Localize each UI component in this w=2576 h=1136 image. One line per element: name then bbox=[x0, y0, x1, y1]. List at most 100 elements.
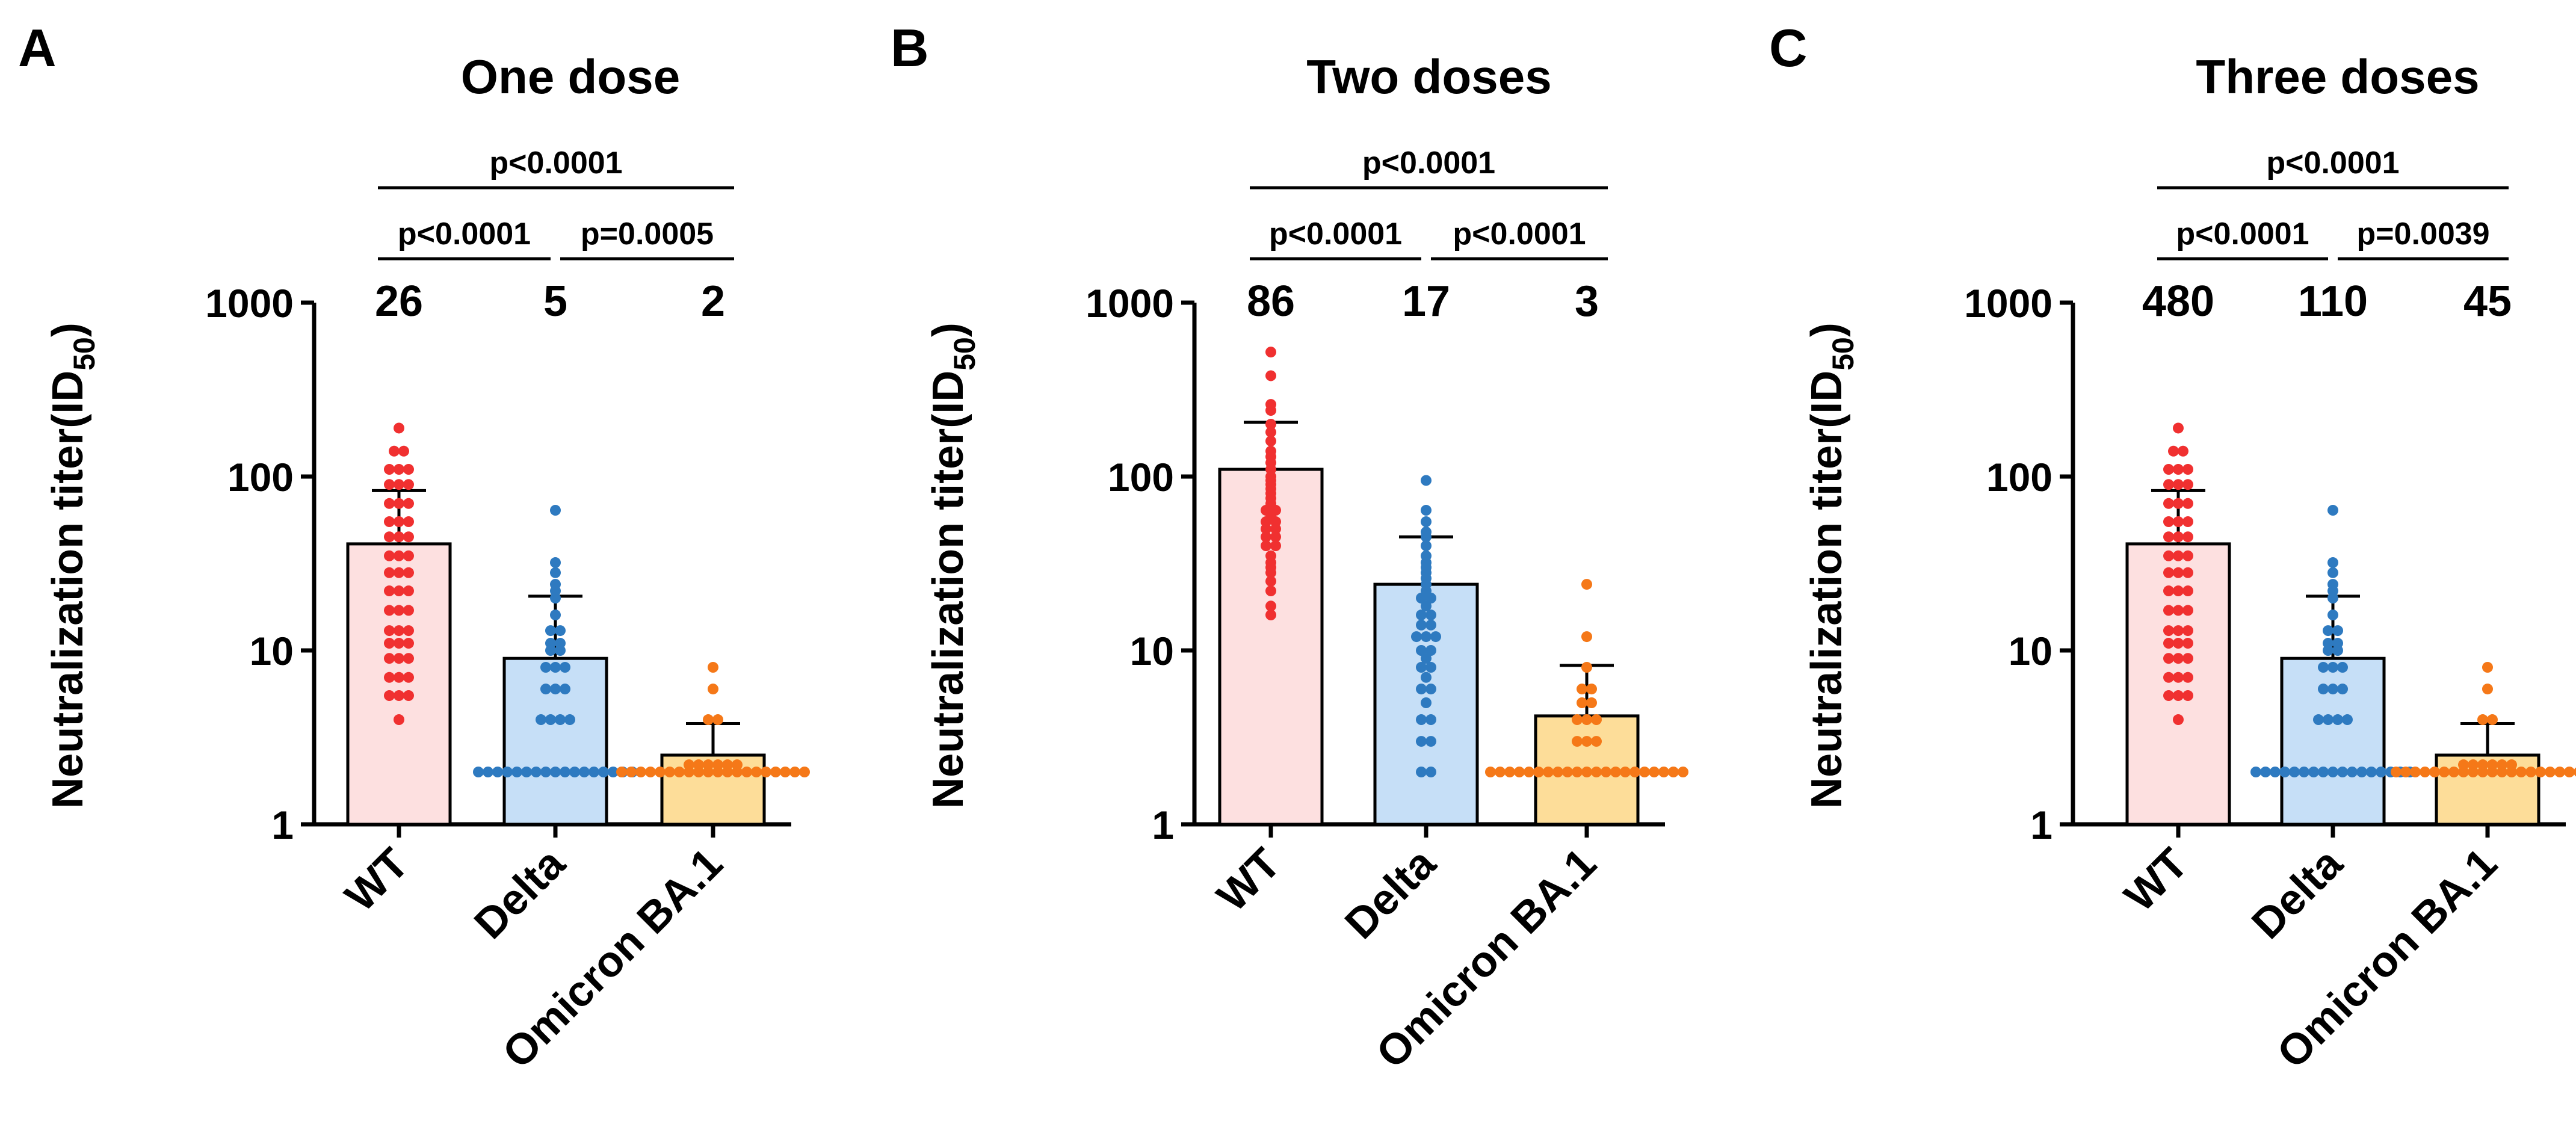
data-point bbox=[1658, 767, 1669, 778]
data-point bbox=[483, 767, 493, 778]
y-axis-label-main: Neutralization titer(ID bbox=[44, 371, 92, 809]
data-point bbox=[2347, 767, 2358, 778]
data-point bbox=[550, 767, 561, 778]
data-point bbox=[2163, 479, 2174, 490]
data-point bbox=[1270, 531, 1281, 543]
data-point bbox=[2535, 767, 2546, 778]
data-point bbox=[545, 714, 556, 726]
data-point bbox=[394, 625, 404, 637]
data-point bbox=[384, 531, 395, 543]
data-point bbox=[1504, 767, 1515, 778]
data-point bbox=[1581, 662, 1592, 673]
data-point bbox=[2516, 767, 2527, 778]
data-point bbox=[684, 759, 694, 771]
data-point bbox=[2318, 684, 2329, 695]
gmt-label: 3 bbox=[1575, 277, 1599, 326]
data-point bbox=[394, 479, 404, 490]
data-point bbox=[1581, 579, 1592, 590]
data-point bbox=[1265, 445, 1276, 457]
data-point bbox=[511, 767, 522, 778]
data-point bbox=[2182, 653, 2193, 664]
data-point bbox=[1265, 550, 1276, 561]
data-point bbox=[780, 767, 791, 778]
x-tick-label: WT bbox=[1208, 839, 1290, 921]
data-point bbox=[384, 671, 395, 683]
data-point bbox=[394, 464, 404, 475]
data-point bbox=[403, 479, 414, 490]
data-point bbox=[2182, 671, 2193, 683]
data-point bbox=[2448, 767, 2459, 778]
data-point bbox=[2173, 464, 2184, 475]
data-point bbox=[2477, 714, 2488, 726]
data-point bbox=[564, 714, 575, 726]
data-point bbox=[588, 767, 599, 778]
data-point bbox=[394, 550, 404, 561]
data-point bbox=[1265, 610, 1276, 621]
data-point bbox=[1265, 399, 1276, 410]
y-tick-label: 1000 bbox=[205, 281, 294, 326]
x-tick-label: Delta bbox=[2243, 839, 2352, 948]
data-point bbox=[1639, 767, 1650, 778]
data-point bbox=[384, 690, 395, 702]
data-point bbox=[2289, 767, 2300, 778]
data-point bbox=[2327, 567, 2338, 578]
data-point bbox=[1416, 662, 1427, 673]
data-point bbox=[1581, 714, 1592, 726]
data-point bbox=[2327, 557, 2338, 569]
data-point bbox=[2182, 498, 2193, 509]
data-point bbox=[626, 767, 637, 778]
y-tick-label: 1 bbox=[271, 803, 294, 847]
data-point bbox=[2173, 653, 2184, 664]
data-point bbox=[569, 767, 580, 778]
data-point bbox=[2182, 567, 2193, 578]
data-point bbox=[608, 767, 619, 778]
data-point bbox=[1421, 697, 1432, 708]
y-tick-label: 10 bbox=[1130, 629, 1174, 673]
data-point bbox=[1265, 600, 1276, 612]
p-value-label: p<0.0001 bbox=[398, 217, 531, 252]
data-point bbox=[2163, 464, 2174, 475]
data-point bbox=[550, 662, 561, 673]
y-tick-label: 1000 bbox=[1964, 281, 2052, 326]
data-point bbox=[555, 714, 566, 726]
data-point bbox=[2477, 759, 2488, 771]
data-point bbox=[550, 579, 561, 590]
data-point bbox=[394, 567, 404, 578]
y-tick-label: 10 bbox=[250, 629, 294, 673]
data-point bbox=[394, 638, 404, 649]
data-point bbox=[2163, 653, 2174, 664]
data-point bbox=[2163, 498, 2174, 509]
data-point bbox=[1572, 767, 1583, 778]
data-point bbox=[384, 567, 395, 578]
y-axis-label-close: ) bbox=[1803, 323, 1851, 337]
data-point bbox=[394, 585, 404, 597]
data-point bbox=[545, 638, 556, 649]
data-point bbox=[1577, 697, 1587, 708]
data-point bbox=[550, 610, 561, 621]
chart-title: Three doses bbox=[2196, 50, 2479, 103]
data-point bbox=[2439, 767, 2450, 778]
data-point bbox=[403, 464, 414, 475]
bar-2 bbox=[502, 656, 608, 826]
data-point bbox=[1421, 631, 1432, 643]
data-point bbox=[550, 684, 561, 695]
data-point bbox=[664, 767, 675, 778]
data-point bbox=[2163, 638, 2174, 649]
y-axis-label-subscript: 50 bbox=[1826, 337, 1860, 371]
data-point bbox=[2327, 684, 2338, 695]
data-point bbox=[403, 638, 414, 649]
data-point bbox=[2482, 662, 2493, 673]
data-point bbox=[384, 605, 395, 616]
x-tick-label: WT bbox=[2116, 839, 2198, 921]
p-value-label: p<0.0001 bbox=[1362, 146, 1495, 181]
data-point bbox=[799, 767, 810, 778]
data-point bbox=[403, 550, 414, 561]
data-point bbox=[1261, 531, 1271, 543]
y-tick-label: 100 bbox=[227, 455, 294, 499]
data-point bbox=[2327, 505, 2338, 516]
data-point bbox=[2332, 638, 2343, 649]
data-point bbox=[1425, 684, 1436, 695]
data-point bbox=[403, 531, 414, 543]
data-point bbox=[1581, 631, 1592, 643]
x-tick-label: Delta bbox=[465, 839, 575, 948]
